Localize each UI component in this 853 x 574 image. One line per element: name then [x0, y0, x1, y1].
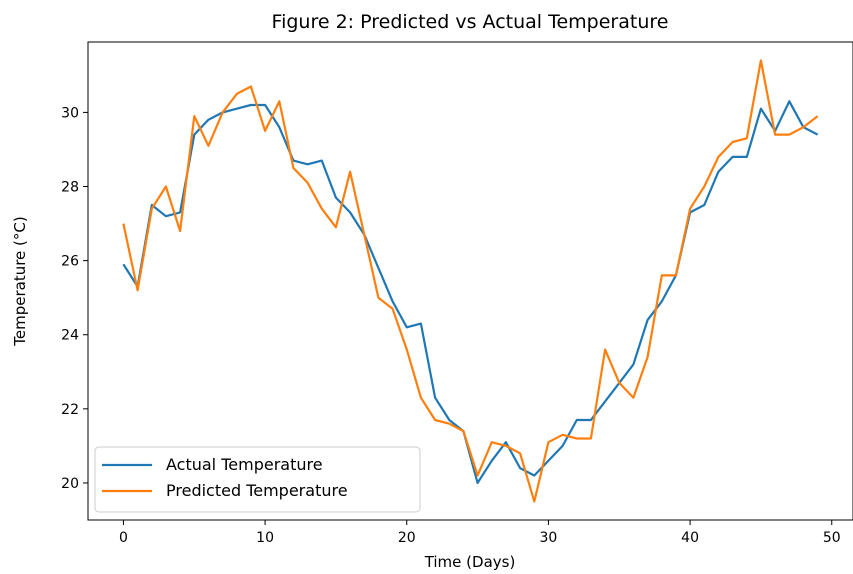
y-axis: 20 22 24 26 28 30	[61, 105, 88, 492]
x-tick-label: 30	[540, 530, 558, 546]
legend-label-predicted: Predicted Temperature	[166, 481, 348, 500]
legend-box	[94, 446, 421, 513]
legend-label-actual: Actual Temperature	[166, 455, 323, 474]
y-tick-label: 24	[61, 328, 79, 344]
x-axis-label: Time (Days)	[424, 553, 516, 571]
series-layer	[122, 59, 819, 503]
y-axis-label: Temperature (°C)	[11, 216, 29, 346]
x-tick-label: 0	[119, 530, 128, 546]
series-line-actual-temperature	[122, 100, 819, 484]
y-tick-label: 22	[61, 402, 79, 418]
x-tick-label: 40	[681, 530, 699, 546]
x-tick-label: 50	[823, 530, 841, 546]
chart-title: Figure 2: Predicted vs Actual Temperatur…	[272, 11, 669, 33]
y-tick-label: 28	[61, 180, 79, 196]
y-tick-label: 20	[61, 476, 79, 492]
x-tick-label: 10	[256, 530, 274, 546]
y-tick-label: 26	[61, 254, 79, 270]
x-tick-label: 20	[398, 530, 416, 546]
legend: Actual Temperature Predicted Temperature	[94, 446, 421, 513]
plot-area	[87, 41, 853, 521]
series-line-predicted-temperature	[122, 59, 819, 503]
x-axis: 0 10 20 30 40 50	[119, 520, 841, 546]
y-tick-label: 30	[61, 105, 79, 121]
